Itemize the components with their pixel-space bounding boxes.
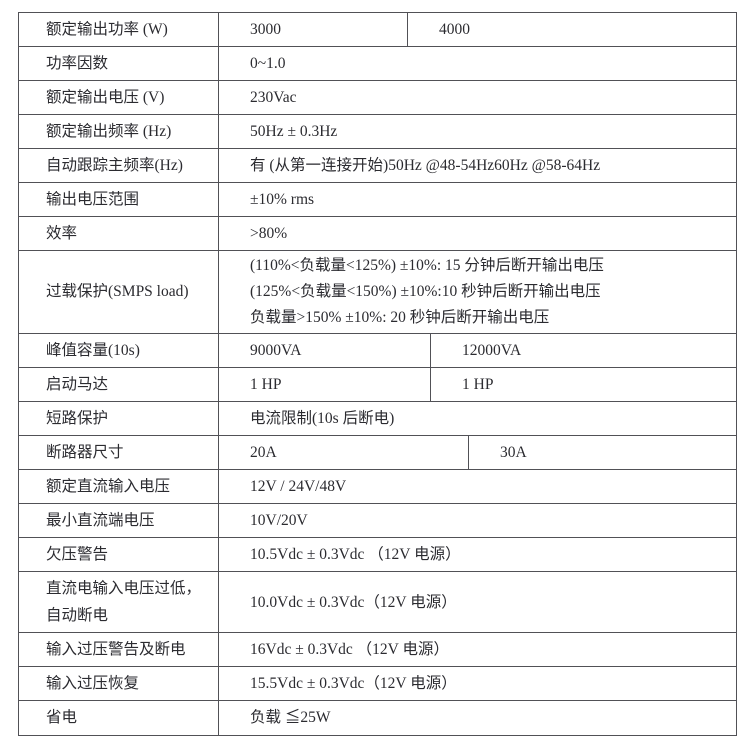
overload-line-2: (125%<负载量<150%) ±10%:10 秒钟后断开输出电压 <box>250 283 601 300</box>
row-value-model1: 1 HP <box>219 368 431 401</box>
overload-line-1: (110%<负载量<125%) ±10%: 15 分钟后断开输出电压 <box>250 257 604 274</box>
row-efficiency: 效率 >80% <box>19 217 736 251</box>
row-label: 最小直流端电压 <box>19 504 219 537</box>
row-label: 输入过压恢复 <box>19 667 219 700</box>
row-rated-output-power-w: 额定输出功率 (W) 3000 4000 <box>19 13 736 47</box>
row-value: 15.5Vdc ± 0.3Vdc（12V 电源） <box>250 674 457 692</box>
row-label: 省电 <box>19 701 219 735</box>
row-value: ±10% rms <box>250 190 315 208</box>
row-value: 0~1.0 <box>250 54 286 72</box>
row-rated-output-frequency: 额定输出频率 (Hz) 50Hz ± 0.3Hz <box>19 115 736 149</box>
row-value: >80% <box>250 224 288 242</box>
row-input-overvoltage-warning-cutoff: 输入过压警告及断电 16Vdc ± 0.3Vdc （12V 电源） <box>19 633 736 667</box>
row-label: 欠压警告 <box>19 538 219 571</box>
row-label: 输入过压警告及断电 <box>19 633 219 666</box>
row-value: 12V / 24V/48V <box>250 477 347 495</box>
row-power-factor: 功率因数 0~1.0 <box>19 47 736 81</box>
row-label: 额定输出电压 (V) <box>19 81 219 114</box>
row-value-model1: 20A <box>219 436 469 469</box>
row-label: 断路器尺寸 <box>19 436 219 469</box>
row-label: 功率因数 <box>19 47 219 80</box>
row-value-model2: 1 HP <box>462 375 494 393</box>
row-motor-start: 启动马达 1 HP 1 HP <box>19 368 736 402</box>
label-line-2: 自动断电 <box>46 607 109 624</box>
row-breaker-size: 断路器尺寸 20A 30A <box>19 436 736 470</box>
overload-line-3: 负载量>150% ±10%: 20 秒钟后断开输出电压 <box>250 309 550 326</box>
spec-table: 额定输出功率 (W) 3000 4000 功率因数 0~1.0 额定输出电压 (… <box>18 12 737 736</box>
row-power-saving: 省电 负载 ≦25W <box>19 701 736 735</box>
row-value-model2: 12000VA <box>462 341 522 359</box>
row-label: 过载保护(SMPS load) <box>19 251 219 333</box>
row-rated-dc-input-voltage: 额定直流输入电压 12V / 24V/48V <box>19 470 736 504</box>
row-value: 10V/20V <box>250 511 308 529</box>
row-label: 峰值容量(10s) <box>19 334 219 367</box>
row-label-multiline: 直流电输入电压过低， 自动断电 <box>19 572 219 632</box>
row-label: 额定输出频率 (Hz) <box>19 115 219 148</box>
row-overload-protection: 过载保护(SMPS load) (110%<负载量<125%) ±10%: 15… <box>19 251 736 334</box>
row-label: 短路保护 <box>19 402 219 435</box>
row-value-model2: 30A <box>500 443 527 461</box>
row-peak-capacity: 峰值容量(10s) 9000VA 12000VA <box>19 334 736 368</box>
row-label: 启动马达 <box>19 368 219 401</box>
row-label: 自动跟踪主频率(Hz) <box>19 149 219 182</box>
row-undervoltage-warning: 欠压警告 10.5Vdc ± 0.3Vdc （12V 电源） <box>19 538 736 572</box>
row-min-dc-terminal-voltage: 最小直流端电压 10V/20V <box>19 504 736 538</box>
row-value: 10.0Vdc ± 0.3Vdc（12V 电源） <box>250 593 457 611</box>
row-value: 230Vac <box>250 88 297 106</box>
row-value-model1: 3000 <box>219 13 408 46</box>
label-line-1: 直流电输入电压过低， <box>46 580 202 597</box>
row-short-circuit-protection: 短路保护 电流限制(10s 后断电) <box>19 402 736 436</box>
row-value: 负载 ≦25W <box>250 709 331 726</box>
row-value: 10.5Vdc ± 0.3Vdc （12V 电源） <box>250 545 461 563</box>
row-label: 效率 <box>19 217 219 250</box>
row-value-model2: 4000 <box>439 20 470 38</box>
row-dc-input-low-auto-cutoff: 直流电输入电压过低， 自动断电 10.0Vdc ± 0.3Vdc（12V 电源） <box>19 572 736 633</box>
row-input-overvoltage-recovery: 输入过压恢复 15.5Vdc ± 0.3Vdc（12V 电源） <box>19 667 736 701</box>
row-label: 额定直流输入电压 <box>19 470 219 503</box>
row-value: 50Hz ± 0.3Hz <box>250 122 338 140</box>
row-value: 电流限制(10s 后断电) <box>250 409 395 427</box>
row-value-model1: 9000VA <box>219 334 431 367</box>
row-value: 有 (从第一连接开始)50Hz @48-54Hz60Hz @58-64Hz <box>250 156 601 174</box>
row-value-multiline: (110%<负载量<125%) ±10%: 15 分钟后断开输出电压 (125%… <box>219 251 736 333</box>
row-label: 输出电压范围 <box>19 183 219 216</box>
row-output-voltage-range: 输出电压范围 ±10% rms <box>19 183 736 217</box>
row-value: 16Vdc ± 0.3Vdc （12V 电源） <box>250 640 449 658</box>
row-rated-output-voltage: 额定输出电压 (V) 230Vac <box>19 81 736 115</box>
row-label: 额定输出功率 (W) <box>19 13 219 46</box>
row-auto-tracking-mains-frequency: 自动跟踪主频率(Hz) 有 (从第一连接开始)50Hz @48-54Hz60Hz… <box>19 149 736 183</box>
